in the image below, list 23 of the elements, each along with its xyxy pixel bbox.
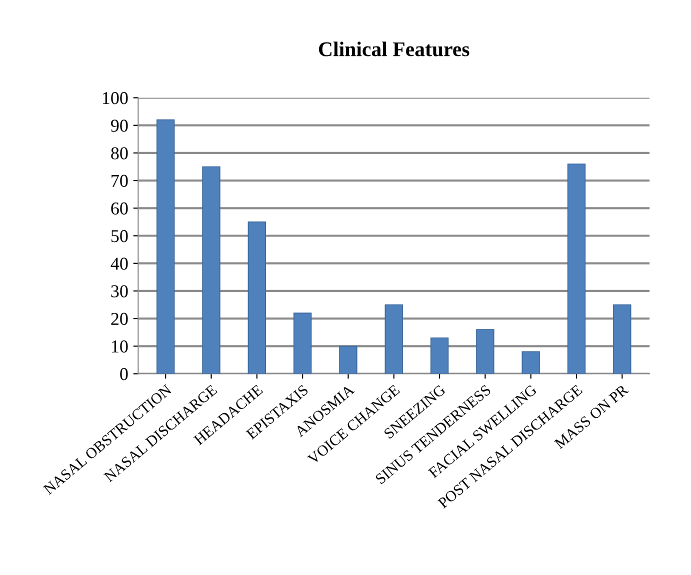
bar (293, 312, 312, 374)
y-tick-label: 10 (112, 340, 128, 353)
y-tick-label: 50 (111, 230, 128, 242)
bar (339, 346, 358, 374)
bar (384, 304, 403, 374)
bar (248, 222, 266, 374)
y-tick-label: 90 (111, 120, 128, 132)
bar (613, 304, 632, 374)
bar (156, 119, 175, 374)
y-tick-label: 80 (111, 147, 128, 160)
bar (476, 329, 494, 374)
y-tick-label: 20 (111, 312, 128, 325)
y-tick-label: 30 (111, 285, 128, 298)
bar (522, 351, 540, 374)
chart-title: Clinical Features (318, 42, 470, 56)
bar (430, 337, 449, 374)
bar (567, 164, 586, 374)
y-tick-label: 40 (110, 258, 128, 270)
bar (202, 166, 220, 374)
y-tick-label: 0 (120, 368, 128, 380)
y-tick-label: 60 (111, 202, 128, 215)
y-tick-label: 100 (102, 92, 128, 104)
y-tick-label: 70 (112, 174, 128, 187)
